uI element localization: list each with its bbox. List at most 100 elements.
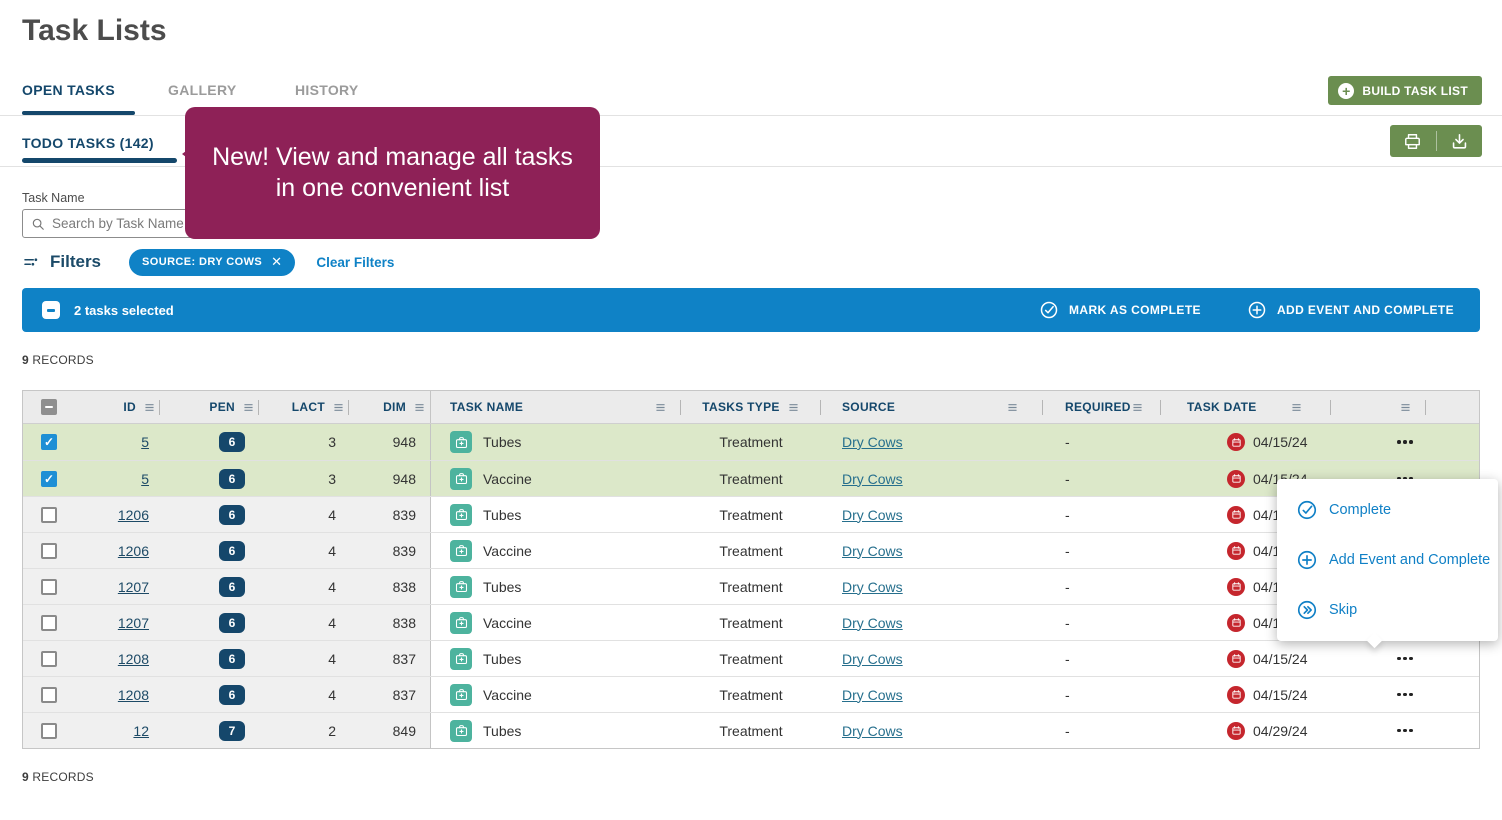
- source-link[interactable]: Dry Cows: [842, 542, 903, 559]
- row-date-cell: 04/15/24: [1161, 424, 1331, 460]
- column-menu-icon[interactable]: [654, 401, 667, 414]
- filter-chip-source-dry-cows[interactable]: SOURCE: DRY COWS ✕: [129, 248, 296, 276]
- cow-id-link[interactable]: 1206: [117, 506, 149, 523]
- header-lact: LACT: [259, 391, 349, 423]
- task-date: 04/15/24: [1253, 434, 1308, 450]
- row-checkbox[interactable]: [41, 506, 57, 523]
- menu-item-skip[interactable]: Skip: [1296, 599, 1498, 621]
- row-dim-cell: 837: [349, 641, 431, 676]
- row-checkbox[interactable]: [41, 470, 57, 487]
- mark-as-complete-button[interactable]: MARK AS COMPLETE: [1039, 300, 1201, 320]
- task-type: Treatment: [719, 686, 783, 703]
- header-source-label: SOURCE: [842, 400, 896, 414]
- build-task-list-button[interactable]: + BUILD TASK LIST: [1328, 76, 1482, 105]
- add-event-and-complete-button[interactable]: ADD EVENT AND COMPLETE: [1247, 300, 1454, 320]
- row-task-cell: Vaccine: [431, 533, 681, 568]
- cow-id-link[interactable]: 1208: [117, 650, 149, 667]
- row-menu-icon[interactable]: [1397, 728, 1413, 733]
- row-select-cell: [23, 424, 75, 460]
- table-row: 1206 6 4 839 Vaccine Treatment Dry Cows …: [23, 532, 1479, 568]
- task-name: Tubes: [483, 650, 522, 667]
- select-all-checkbox[interactable]: [41, 399, 57, 415]
- tab-todo-tasks[interactable]: TODO TASKS (142): [22, 135, 154, 151]
- add-event-and-complete-label: ADD EVENT AND COMPLETE: [1276, 303, 1454, 317]
- task-type: Treatment: [719, 650, 783, 667]
- column-menu-icon[interactable]: [1006, 401, 1019, 414]
- table-row: 1207 6 4 838 Tubes Treatment Dry Cows -: [23, 568, 1479, 604]
- indeterminate-checkbox-icon[interactable]: [42, 301, 60, 319]
- column-menu-icon[interactable]: [413, 401, 426, 414]
- row-menu-icon[interactable]: [1397, 692, 1413, 697]
- clear-filters-link[interactable]: Clear Filters: [316, 254, 395, 270]
- header-task-date: TASK DATE: [1161, 391, 1331, 423]
- record-count-top: 9 RECORDS: [22, 353, 94, 367]
- source-link[interactable]: Dry Cows: [842, 578, 903, 595]
- source-link[interactable]: Dry Cows: [842, 434, 903, 450]
- row-checkbox[interactable]: [41, 578, 57, 595]
- row-type-cell: Treatment: [681, 461, 821, 496]
- task-name-label: Task Name: [22, 191, 85, 205]
- column-menu-icon[interactable]: [332, 401, 345, 414]
- column-menu-icon[interactable]: [143, 401, 156, 414]
- row-menu-icon[interactable]: [1397, 656, 1413, 661]
- row-menu-icon[interactable]: [1397, 440, 1413, 444]
- row-checkbox[interactable]: [41, 722, 57, 739]
- header-id-label: ID: [123, 400, 136, 414]
- source-link[interactable]: Dry Cows: [842, 650, 903, 667]
- source-link[interactable]: Dry Cows: [842, 506, 903, 523]
- source-link[interactable]: Dry Cows: [842, 470, 903, 487]
- cow-id-link[interactable]: 1207: [117, 614, 149, 631]
- row-checkbox[interactable]: [41, 542, 57, 559]
- column-menu-icon[interactable]: [1131, 401, 1144, 414]
- row-select-cell: [23, 497, 75, 532]
- row-pen-cell: 6: [160, 605, 259, 640]
- cow-id-link[interactable]: 5: [141, 470, 149, 487]
- header-task-date-label: TASK DATE: [1187, 400, 1257, 414]
- row-checkbox[interactable]: [41, 686, 57, 703]
- row-checkbox[interactable]: [41, 434, 57, 450]
- pen-badge: 6: [219, 648, 245, 669]
- column-menu-icon[interactable]: [242, 401, 255, 414]
- required-value: -: [1065, 542, 1070, 559]
- lact-value: 4: [328, 578, 336, 595]
- cow-id-link[interactable]: 12: [133, 722, 149, 739]
- row-checkbox[interactable]: [41, 650, 57, 667]
- column-menu-icon[interactable]: [1399, 401, 1412, 414]
- filters-row: Filters SOURCE: DRY COWS ✕ Clear Filters: [22, 248, 394, 276]
- column-menu-icon[interactable]: [1290, 401, 1303, 414]
- task-name: Tubes: [483, 578, 522, 595]
- medical-bag-icon: [450, 431, 472, 453]
- row-task-cell: Tubes: [431, 497, 681, 532]
- source-link[interactable]: Dry Cows: [842, 614, 903, 631]
- download-button[interactable]: [1437, 125, 1483, 157]
- menu-item-complete[interactable]: Complete: [1296, 499, 1498, 521]
- cow-id-link[interactable]: 1208: [117, 686, 149, 703]
- row-required-cell: -: [1043, 533, 1161, 568]
- row-required-cell: -: [1043, 677, 1161, 712]
- tab-gallery[interactable]: GALLERY: [168, 82, 237, 98]
- pen-badge: 6: [219, 432, 245, 452]
- cow-id-link[interactable]: 5: [141, 434, 149, 450]
- cow-id-link[interactable]: 1206: [117, 542, 149, 559]
- row-checkbox[interactable]: [41, 614, 57, 631]
- calendar-icon: [1227, 613, 1245, 632]
- source-link[interactable]: Dry Cows: [842, 686, 903, 703]
- tab-open-tasks[interactable]: OPEN TASKS: [22, 82, 115, 98]
- row-dim-cell: 839: [349, 497, 431, 532]
- tab-history[interactable]: HISTORY: [295, 82, 359, 98]
- task-name: Vaccine: [483, 542, 532, 559]
- row-dim-cell: 838: [349, 569, 431, 604]
- chip-close-icon[interactable]: ✕: [271, 254, 283, 269]
- row-actions-cell: [1331, 641, 1479, 676]
- header-tasks-type-label: TASKS TYPE: [702, 400, 780, 414]
- column-menu-icon[interactable]: [787, 401, 800, 414]
- row-actions-cell: [1331, 677, 1479, 712]
- menu-item-add-event-and-complete[interactable]: Add Event and Complete: [1296, 549, 1498, 571]
- print-button[interactable]: [1390, 125, 1436, 157]
- cow-id-link[interactable]: 1207: [117, 578, 149, 595]
- source-link[interactable]: Dry Cows: [842, 722, 903, 739]
- table-row: 5 6 3 948 Vaccine Treatment Dry Cows -: [23, 460, 1479, 496]
- plus-icon: +: [1338, 82, 1355, 99]
- table-row: 1208 6 4 837 Tubes Treatment Dry Cows -: [23, 640, 1479, 676]
- sub-tab-bar: TODO TASKS (142): [0, 116, 1502, 167]
